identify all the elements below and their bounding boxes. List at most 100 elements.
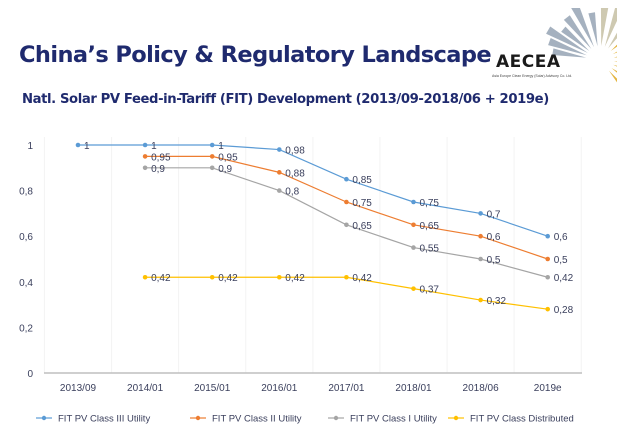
legend-marker bbox=[333, 415, 339, 421]
data-label: 0,9 bbox=[151, 164, 165, 175]
grid-lines bbox=[43, 137, 582, 373]
x-tick-label: 2019e bbox=[534, 383, 562, 394]
data-point bbox=[209, 165, 215, 171]
data-label: 0,42 bbox=[218, 273, 238, 284]
sun-ray bbox=[588, 12, 598, 47]
data-point bbox=[277, 170, 282, 175]
sun-ray bbox=[612, 51, 617, 55]
data-label: 0,65 bbox=[352, 221, 372, 232]
data-point bbox=[344, 222, 349, 228]
data-label: 0,32 bbox=[487, 296, 507, 307]
series-fit-pv-class-distributed: 0,42 0,42 0,42 0,42 0,37 0,32 0,28 bbox=[142, 273, 574, 316]
data-label: 0,28 bbox=[554, 305, 574, 316]
y-tick-label: 0,6 bbox=[19, 232, 33, 243]
x-tick-label: 2018/06 bbox=[463, 383, 500, 394]
data-label: 0,37 bbox=[420, 285, 440, 296]
data-label: 0,42 bbox=[352, 273, 372, 284]
data-point bbox=[545, 306, 550, 312]
x-tick-label: 2014/01 bbox=[127, 383, 164, 394]
data-point bbox=[478, 256, 483, 262]
data-label: 1 bbox=[84, 141, 90, 152]
logo-tagline: Asia Europe Clean Energy (Solar) Advisor… bbox=[492, 74, 573, 78]
legend-item: FIT PV Class III Utility bbox=[36, 414, 150, 425]
sun-ray bbox=[613, 61, 617, 62]
data-point bbox=[411, 245, 416, 250]
data-point bbox=[478, 211, 483, 216]
legend-label: FIT PV Class III Utility bbox=[58, 414, 150, 425]
data-label: 0,88 bbox=[285, 168, 305, 179]
data-label: 0,8 bbox=[285, 187, 299, 198]
data-label: 0,75 bbox=[352, 198, 372, 209]
data-point bbox=[411, 199, 416, 205]
data-label: 0,75 bbox=[420, 198, 440, 209]
y-axis-ticks: 0 0,2 0,4 0,6 0,8 1 bbox=[19, 141, 33, 380]
legend-item: FIT PV Class Distributed bbox=[448, 414, 574, 425]
series-line bbox=[78, 144, 548, 237]
data-point bbox=[411, 286, 416, 291]
data-label: 1 bbox=[151, 141, 157, 152]
data-point bbox=[277, 147, 282, 152]
y-tick-label: 0,2 bbox=[19, 323, 33, 334]
legend-label: FIT PV Class II Utility bbox=[212, 414, 302, 425]
legend-marker bbox=[41, 415, 47, 421]
data-point bbox=[344, 274, 349, 280]
logo-name: AECEA bbox=[496, 52, 561, 72]
y-tick-label: 0,4 bbox=[19, 278, 33, 289]
data-point bbox=[209, 274, 215, 280]
data-point bbox=[545, 233, 550, 239]
x-tick-label: 2016/01 bbox=[261, 383, 298, 394]
data-label: 0,9 bbox=[218, 164, 232, 175]
sun-ray bbox=[552, 48, 587, 58]
sun-ray bbox=[563, 15, 592, 49]
y-tick-label: 0,8 bbox=[19, 187, 33, 198]
x-tick-label: 2013/09 bbox=[60, 383, 97, 394]
legend-marker bbox=[195, 415, 201, 421]
sun-ray bbox=[561, 26, 590, 52]
series-fit-pv-class-ii-utility: 0,95 0,95 0,88 0,75 0,65 0,6 0,5 bbox=[142, 152, 568, 266]
data-point bbox=[411, 222, 416, 228]
sun-ray bbox=[548, 38, 587, 56]
sun-ray bbox=[608, 70, 617, 83]
data-point bbox=[344, 176, 349, 182]
data-point bbox=[545, 274, 550, 280]
data-label: 0,42 bbox=[554, 273, 574, 284]
x-tick-label: 2017/01 bbox=[328, 383, 365, 394]
data-point bbox=[142, 154, 148, 159]
legend-item: FIT PV Class II Utility bbox=[190, 414, 302, 425]
data-point bbox=[75, 142, 81, 148]
data-point bbox=[209, 142, 215, 148]
data-label: 0,85 bbox=[352, 175, 372, 186]
data-label: 0,98 bbox=[285, 146, 305, 157]
legend-label: FIT PV Class I Utility bbox=[350, 414, 437, 425]
series-fit-pv-class-iii-utility: 1 1 1 0,98 0,85 0,75 0,7 0,6 bbox=[75, 141, 568, 243]
data-point bbox=[277, 274, 282, 280]
sun-ray bbox=[546, 26, 588, 53]
data-point bbox=[344, 199, 349, 205]
y-tick-label: 1 bbox=[27, 141, 33, 152]
data-point bbox=[478, 233, 483, 239]
x-tick-label: 2015/01 bbox=[194, 383, 231, 394]
line-chart: 0 0,2 0,4 0,6 0,8 1 2013/09 2014/01 2015/01 2016… bbox=[19, 137, 582, 425]
sunburst-icon bbox=[546, 8, 617, 83]
data-point bbox=[209, 154, 215, 159]
series-line bbox=[145, 155, 548, 260]
chart-subtitle: Natl. Solar PV Feed-in-Tariff (FIT) Deve… bbox=[22, 92, 549, 107]
x-tick-label: 2018/01 bbox=[395, 383, 432, 394]
data-label: 0,5 bbox=[487, 255, 501, 266]
data-label: 0,6 bbox=[487, 232, 501, 243]
data-label: 0,95 bbox=[218, 152, 238, 163]
series-fit-pv-class-i-utility: 0,9 0,9 0,8 0,65 0,55 0,5 0,42 bbox=[142, 164, 574, 284]
legend: FIT PV Class III Utility FIT PV Class II … bbox=[36, 414, 574, 425]
data-point bbox=[277, 188, 282, 193]
data-label: 0,65 bbox=[420, 221, 440, 232]
data-point bbox=[478, 297, 483, 303]
data-label: 0,42 bbox=[285, 273, 305, 284]
data-point bbox=[142, 165, 148, 171]
legend-item: FIT PV Class I Utility bbox=[328, 414, 437, 425]
y-tick-label: 0 bbox=[27, 369, 33, 380]
data-label: 1 bbox=[218, 141, 224, 152]
page-title: China’s Policy & Regulatory Landscape bbox=[19, 42, 492, 68]
data-label: 0,42 bbox=[151, 273, 171, 284]
aecea-logo: AECEA Asia Europe Clean Energy (Solar) A… bbox=[482, 8, 617, 88]
x-axis-ticks: 2013/09 2014/01 2015/01 2016/01 2017/01 2018/… bbox=[60, 383, 562, 394]
